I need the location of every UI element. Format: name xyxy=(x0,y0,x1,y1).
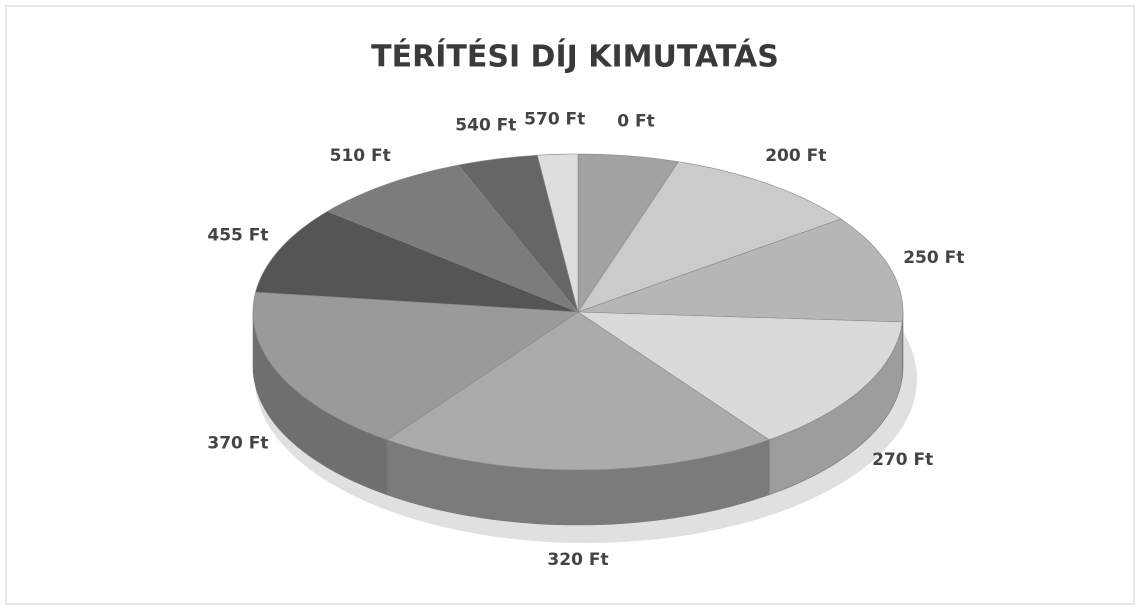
data-label: 0 Ft xyxy=(617,112,655,132)
chart-title: TÉRÍTÉSI DÍJ KIMUTATÁS xyxy=(371,39,779,75)
data-label: 570 Ft xyxy=(524,110,585,130)
slice xyxy=(536,153,579,313)
data-label: 270 Ft xyxy=(872,450,933,470)
slice xyxy=(576,311,903,441)
slice xyxy=(252,291,579,441)
data-label: 510 Ft xyxy=(330,146,391,166)
data-label: 320 Ft xyxy=(547,550,608,570)
data-label: 540 Ft xyxy=(455,115,516,135)
data-label: 455 Ft xyxy=(207,225,268,245)
slice xyxy=(577,153,679,313)
slice xyxy=(457,154,579,313)
slice xyxy=(577,161,842,313)
slice xyxy=(577,218,904,323)
data-label: 250 Ft xyxy=(903,248,964,268)
data-label: 200 Ft xyxy=(765,146,826,166)
slice xyxy=(386,311,770,471)
slice xyxy=(255,210,579,313)
slice xyxy=(326,164,579,313)
data-label: 370 Ft xyxy=(207,434,268,454)
